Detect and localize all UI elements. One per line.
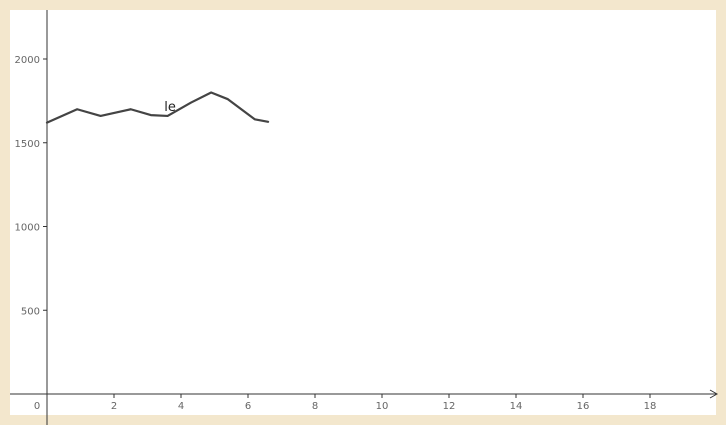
x-tick-label: 4 [178, 401, 184, 412]
series-lines [45, 91, 270, 124]
x-tick-label: 18 [644, 401, 657, 412]
labels: 0 2 4 6 8 10 12 14 16 18 500 1000 1500 2000 le [15, 55, 657, 412]
axes [10, 10, 719, 425]
x-tick-label: 0 [34, 401, 40, 412]
y-tick-label: 1500 [15, 139, 40, 150]
y-tick-label: 1000 [15, 223, 40, 234]
series-line-le [45, 91, 270, 124]
x-tick-label: 14 [510, 401, 523, 412]
x-tick-label: 6 [245, 401, 251, 412]
x-axis-arrow [709, 389, 719, 399]
x-tick-label: 8 [312, 401, 318, 412]
x-tick-label: 12 [443, 401, 456, 412]
series-label: le [164, 100, 176, 115]
x-tick-label: 10 [376, 401, 389, 412]
x-tick-label: 16 [577, 401, 590, 412]
y-tick-label: 2000 [15, 55, 40, 66]
y-tick-label: 500 [21, 306, 40, 317]
plot-area [10, 10, 716, 415]
x-tick-label: 2 [111, 401, 117, 412]
